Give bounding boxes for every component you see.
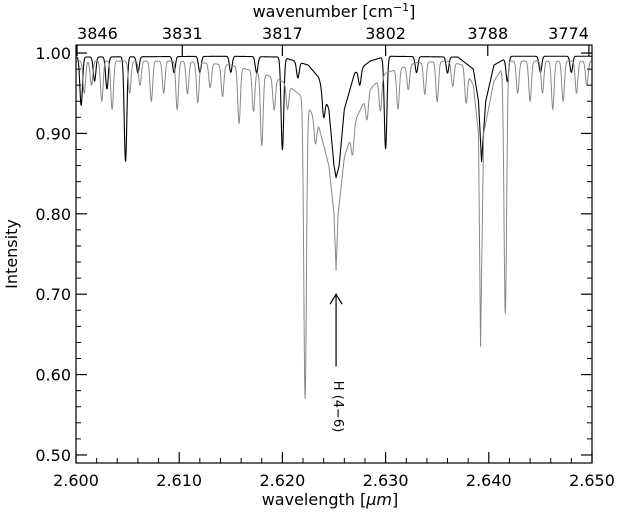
series-layer (76, 55, 592, 399)
annotation-label: H (4−6) (330, 381, 345, 433)
x-tick-label: 2.640 (466, 471, 512, 490)
y-tick-label: 0.80 (35, 205, 71, 224)
annotation-arrow-head (329, 293, 343, 305)
y-tick-label: 0.90 (35, 124, 71, 143)
x-tick-label: 2.610 (156, 471, 202, 490)
black-spectrum-line (76, 55, 592, 179)
x-tick-label: 2.650 (569, 471, 615, 490)
gray-spectrum-line (76, 60, 592, 399)
y-tick-label: 1.00 (35, 44, 71, 63)
x-axis-label-prefix: wavelength [ (262, 490, 367, 509)
y-tick-label: 0.50 (35, 446, 71, 465)
top-tick-label: 3774 (548, 24, 589, 43)
top-axis-label-exponent: −1 (393, 1, 409, 14)
y-axis-label: Intensity (2, 219, 21, 289)
top-axis-label-prefix: wavenumber [cm (253, 2, 393, 21)
x-tick-label: 2.600 (53, 471, 99, 490)
top-axis-label-suffix: ] (409, 2, 415, 21)
top-tick-label: 3831 (162, 24, 203, 43)
top-tick-label: 3802 (365, 24, 406, 43)
annotation-layer: H (4−6) (329, 293, 345, 433)
top-axis-label: wavenumber [cm−1] (253, 1, 416, 21)
top-tick-label: 3846 (77, 24, 118, 43)
y-tick-label: 0.60 (35, 366, 71, 385)
x-tick-label: 2.620 (259, 471, 305, 490)
top-tick-label: 3788 (467, 24, 508, 43)
top-tick-label: 3817 (262, 24, 303, 43)
y-tick-label: 0.70 (35, 285, 71, 304)
x-axis-label-unit: μm (365, 490, 392, 509)
x-axis-label: wavelength [μm] (262, 490, 399, 509)
x-tick-label: 2.630 (363, 471, 409, 490)
x-axis-label-suffix: ] (392, 490, 398, 509)
axis-layer: 2.600 2.610 2.620 2.630 2.640 2.650 0.50 0.60 0.… (35, 24, 615, 490)
plot-frame (75, 44, 593, 464)
